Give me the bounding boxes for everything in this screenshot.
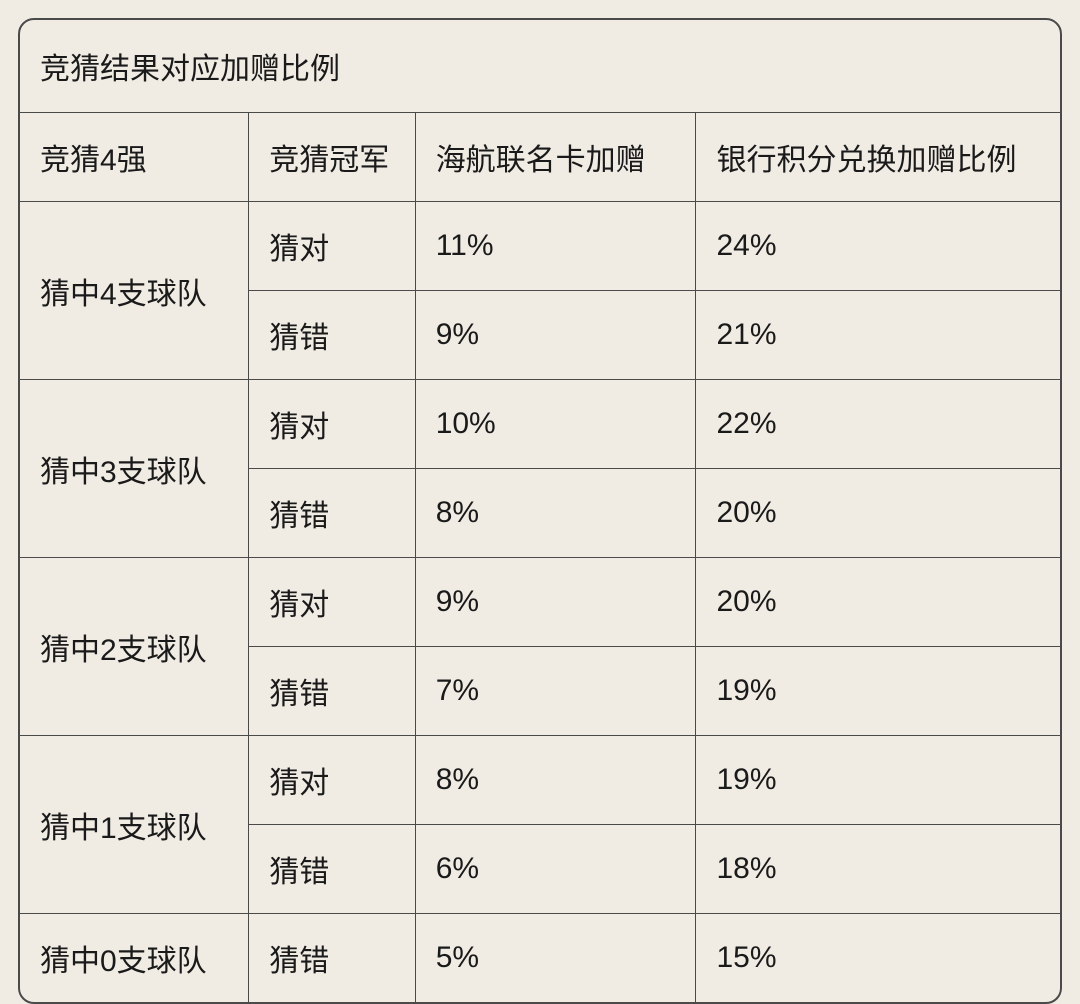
table-title-row: 竞猜结果对应加赠比例: [20, 20, 1060, 113]
group-label: 猜中1支球队: [20, 736, 249, 914]
header-points-bonus: 银行积分兑换加赠比例: [696, 113, 1060, 202]
cell-points-bonus: 19%: [696, 647, 1060, 736]
cell-points-bonus: 15%: [696, 914, 1060, 1003]
cell-card-bonus: 8%: [415, 469, 696, 558]
cell-card-bonus: 10%: [415, 380, 696, 469]
table-row: 猜中1支球队 猜对 8% 19%: [20, 736, 1060, 825]
table-title: 竞猜结果对应加赠比例: [20, 20, 1060, 113]
cell-champion: 猜错: [249, 647, 415, 736]
bonus-rate-table-container: 竞猜结果对应加赠比例 竞猜4强 竞猜冠军 海航联名卡加赠 银行积分兑换加赠比例 …: [18, 18, 1062, 1004]
cell-card-bonus: 9%: [415, 558, 696, 647]
cell-champion: 猜错: [249, 914, 415, 1003]
header-card-bonus: 海航联名卡加赠: [415, 113, 696, 202]
group-label: 猜中2支球队: [20, 558, 249, 736]
cell-card-bonus: 9%: [415, 291, 696, 380]
group-label: 猜中4支球队: [20, 202, 249, 380]
cell-points-bonus: 21%: [696, 291, 1060, 380]
table-header-row: 竞猜4强 竞猜冠军 海航联名卡加赠 银行积分兑换加赠比例: [20, 113, 1060, 202]
cell-points-bonus: 24%: [696, 202, 1060, 291]
cell-card-bonus: 8%: [415, 736, 696, 825]
cell-champion: 猜对: [249, 380, 415, 469]
group-label: 猜中0支球队: [20, 914, 249, 1003]
cell-points-bonus: 20%: [696, 558, 1060, 647]
cell-card-bonus: 11%: [415, 202, 696, 291]
cell-champion: 猜错: [249, 469, 415, 558]
table-row: 猜中3支球队 猜对 10% 22%: [20, 380, 1060, 469]
table-row: 猜中4支球队 猜对 11% 24%: [20, 202, 1060, 291]
cell-champion: 猜错: [249, 291, 415, 380]
bonus-rate-table: 竞猜结果对应加赠比例 竞猜4强 竞猜冠军 海航联名卡加赠 银行积分兑换加赠比例 …: [20, 20, 1060, 1002]
cell-card-bonus: 7%: [415, 647, 696, 736]
cell-points-bonus: 22%: [696, 380, 1060, 469]
cell-points-bonus: 19%: [696, 736, 1060, 825]
cell-points-bonus: 18%: [696, 825, 1060, 914]
header-champion: 竞猜冠军: [249, 113, 415, 202]
cell-champion: 猜对: [249, 558, 415, 647]
cell-champion: 猜对: [249, 736, 415, 825]
cell-card-bonus: 6%: [415, 825, 696, 914]
cell-points-bonus: 20%: [696, 469, 1060, 558]
cell-champion: 猜对: [249, 202, 415, 291]
table-row: 猜中0支球队 猜错 5% 15%: [20, 914, 1060, 1003]
cell-champion: 猜错: [249, 825, 415, 914]
cell-card-bonus: 5%: [415, 914, 696, 1003]
table-row: 猜中2支球队 猜对 9% 20%: [20, 558, 1060, 647]
group-label: 猜中3支球队: [20, 380, 249, 558]
header-semifinal: 竞猜4强: [20, 113, 249, 202]
